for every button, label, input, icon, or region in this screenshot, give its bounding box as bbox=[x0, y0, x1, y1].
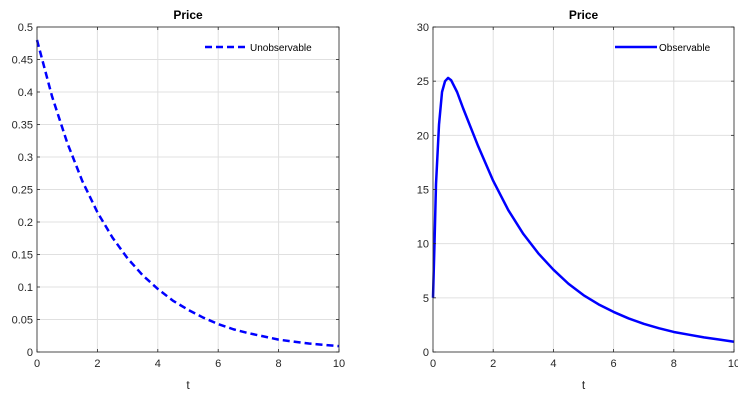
x-axis-label: t bbox=[582, 378, 586, 392]
x-tick-label: 10 bbox=[333, 358, 345, 370]
y-tick-label: 0.5 bbox=[18, 22, 33, 34]
y-tick-label: 25 bbox=[417, 76, 429, 88]
y-tick-label: 0.35 bbox=[12, 120, 33, 132]
x-axis-label: t bbox=[186, 378, 190, 392]
chart-title: Price bbox=[173, 8, 203, 22]
x-tick-label: 4 bbox=[155, 358, 161, 370]
y-tick-label: 0.45 bbox=[12, 55, 33, 67]
y-tick-label: 0 bbox=[423, 347, 429, 359]
x-tick-label: 4 bbox=[550, 358, 556, 370]
y-tick-label: 0.3 bbox=[18, 152, 33, 164]
x-tick-label: 0 bbox=[34, 358, 40, 370]
y-tick-label: 0.15 bbox=[12, 250, 33, 262]
y-tick-label: 0.2 bbox=[18, 217, 33, 229]
x-tick-label: 2 bbox=[94, 358, 100, 370]
y-tick-label: 15 bbox=[417, 185, 429, 197]
x-tick-label: 8 bbox=[671, 358, 677, 370]
x-tick-label: 10 bbox=[728, 358, 738, 370]
y-tick-label: 30 bbox=[417, 22, 429, 34]
y-tick-label: 0 bbox=[27, 347, 33, 359]
x-tick-label: 2 bbox=[490, 358, 496, 370]
chart-title: Price bbox=[569, 8, 599, 22]
x-tick-label: 6 bbox=[611, 358, 617, 370]
series-line-observable bbox=[431, 76, 735, 343]
legend-label: Unobservable bbox=[250, 43, 312, 54]
x-tick-label: 6 bbox=[215, 358, 221, 370]
right-panel: 0 2 4 6 8 10 0 5 10 15 20 25 30 Price t Observable bbox=[417, 8, 738, 392]
y-tick-label: 0.25 bbox=[12, 185, 33, 197]
y-tick-label: 10 bbox=[417, 239, 429, 251]
legend-label: Observable bbox=[659, 43, 711, 54]
y-tick-label: 5 bbox=[423, 293, 429, 305]
y-tick-label: 0.4 bbox=[18, 87, 33, 99]
series-line-unobservable bbox=[35, 39, 340, 348]
x-tick-label: 8 bbox=[276, 358, 282, 370]
x-tick-label: 0 bbox=[430, 358, 436, 370]
y-tick-label: 20 bbox=[417, 130, 429, 142]
left-panel: 0 2 4 6 8 10 0 0.05 0.1 0.15 0.2 0.25 0.3 0.35 0.4 0.45… bbox=[12, 8, 346, 392]
y-tick-label: 0.1 bbox=[18, 282, 33, 294]
y-tick-label: 0.05 bbox=[12, 315, 33, 327]
